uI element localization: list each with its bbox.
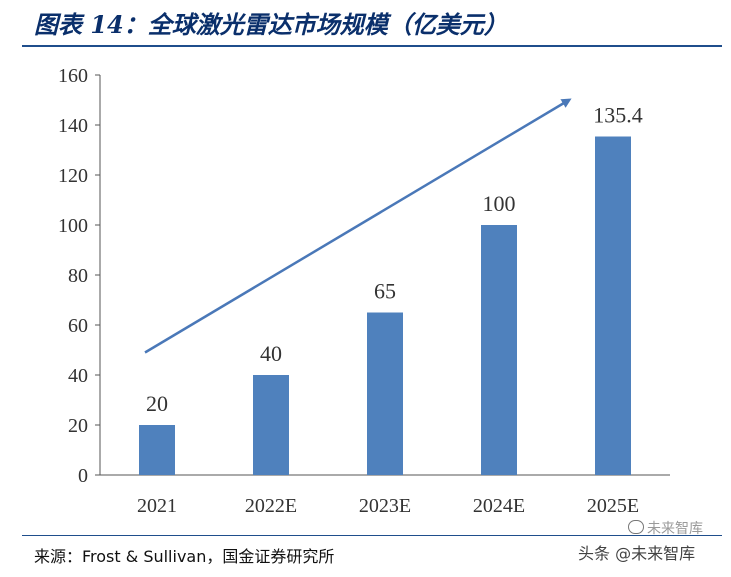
- bar: [595, 136, 631, 475]
- y-tick-label: 20: [68, 415, 88, 437]
- y-tick-label: 0: [78, 465, 88, 487]
- x-tick-label: 2024E: [473, 495, 525, 517]
- bars: [139, 136, 631, 475]
- x-axis: 2021 2022E 2023E 2024E 2025E: [100, 474, 670, 517]
- chat-bubble-icon: [628, 520, 644, 534]
- title-divider: [22, 45, 722, 47]
- x-tick-label: 2021: [137, 495, 177, 517]
- bar: [139, 425, 175, 475]
- trend-arrow: [144, 98, 572, 354]
- x-tick-label: 2023E: [359, 495, 411, 517]
- title-bar: 图表 14：全球激光雷达市场规模（亿美元）: [0, 0, 731, 44]
- y-axis: 0 20 40 60 80 100 120 140 160: [58, 65, 101, 487]
- footer-divider: [22, 535, 722, 536]
- bar-value-label: 135.4: [593, 103, 643, 128]
- bar: [253, 375, 289, 475]
- watermark-logo: 未来智库: [628, 518, 703, 538]
- y-tick-label: 120: [58, 165, 88, 187]
- bar-value-label: 65: [374, 279, 396, 304]
- source-note: 来源：Frost & Sullivan，国金证券研究所: [34, 547, 335, 566]
- bar-value-label: 100: [483, 191, 516, 216]
- x-tick-label: 2022E: [245, 495, 297, 517]
- y-tick-label: 60: [68, 315, 88, 337]
- y-tick-label: 160: [58, 65, 88, 87]
- watermark-text: 头条 @未来智库: [578, 544, 696, 563]
- y-tick-label: 140: [58, 115, 88, 137]
- y-tick-label: 100: [58, 215, 88, 237]
- x-tick-label: 2025E: [587, 495, 639, 517]
- y-tick-label: 40: [68, 365, 88, 387]
- bar: [481, 225, 517, 475]
- bar-chart: 0 20 40 60 80 100 120 140 160 2021 2022E 2023E 2024…: [58, 65, 670, 517]
- bar-value-labels: 20 40 65 100 135.4: [146, 103, 643, 417]
- bar-value-label: 40: [260, 341, 282, 366]
- bar: [367, 312, 403, 475]
- watermark-line1: 未来智库: [647, 521, 703, 537]
- y-tick-label: 80: [68, 265, 88, 287]
- bar-value-label: 20: [146, 391, 168, 416]
- chart-title: 图表 14：全球激光雷达市场规模（亿美元）: [34, 10, 508, 39]
- trend-arrow-line: [144, 98, 572, 354]
